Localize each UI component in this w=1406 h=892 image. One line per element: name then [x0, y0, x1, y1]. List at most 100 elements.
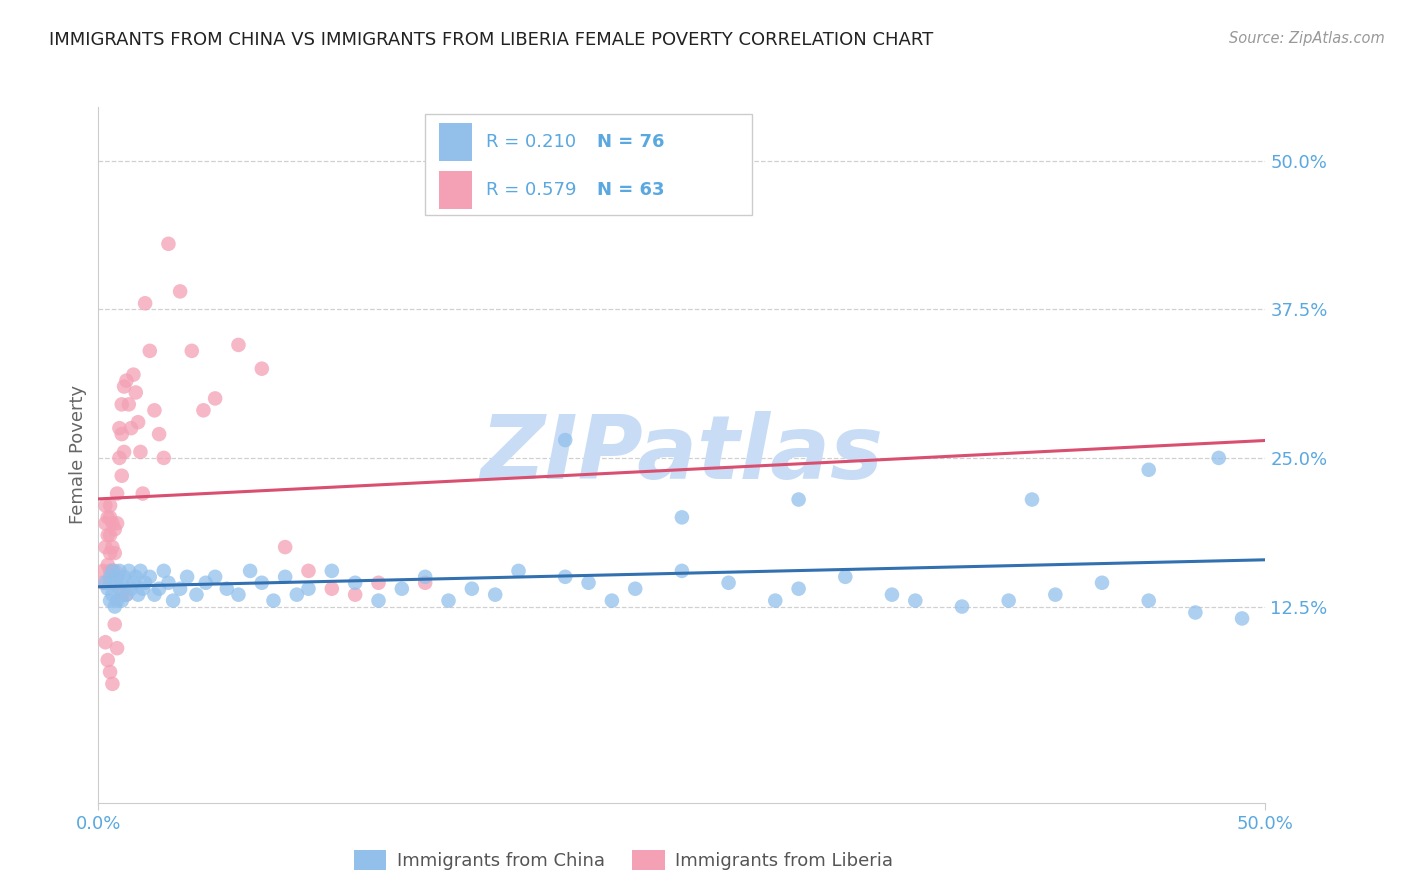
Point [169, 285, 191, 299]
Point [104, 617, 127, 632]
Point [112, 570, 135, 584]
Point [120, 421, 142, 435]
Point [104, 575, 127, 590]
Point [169, 582, 191, 596]
Point [97, 582, 120, 596]
Point [115, 374, 138, 388]
Point [285, 588, 308, 602]
Point [108, 421, 131, 435]
Point [115, 588, 138, 602]
Point [111, 427, 134, 442]
Point [484, 588, 506, 602]
Point [97, 510, 120, 524]
Point [104, 599, 127, 614]
Point [834, 570, 856, 584]
Point [108, 564, 131, 578]
Point [193, 403, 215, 417]
Text: N = 63: N = 63 [596, 181, 664, 199]
Point [461, 582, 484, 596]
Point [111, 588, 134, 602]
Point [98, 575, 121, 590]
Point [94, 540, 117, 554]
Text: R = 0.210: R = 0.210 [486, 133, 576, 152]
Text: R = 0.579: R = 0.579 [486, 181, 576, 199]
Point [344, 588, 367, 602]
Point [297, 564, 319, 578]
Text: Source: ZipAtlas.com: Source: ZipAtlas.com [1229, 31, 1385, 46]
FancyBboxPatch shape [425, 114, 752, 215]
Point [180, 343, 202, 358]
Point [94, 575, 117, 590]
Point [215, 582, 238, 596]
Point [122, 575, 145, 590]
Point [111, 593, 134, 607]
Point [1137, 463, 1160, 477]
Point [94, 516, 117, 531]
Point [101, 516, 124, 531]
Point [391, 582, 413, 596]
Point [997, 593, 1019, 607]
Point [94, 499, 117, 513]
Point [98, 528, 121, 542]
Point [367, 593, 389, 607]
Point [143, 403, 166, 417]
Text: ZIPatlas: ZIPatlas [481, 411, 883, 499]
Point [1091, 575, 1114, 590]
Point [228, 338, 250, 352]
Point [367, 575, 389, 590]
Point [98, 593, 121, 607]
Point [578, 575, 600, 590]
Point [125, 385, 148, 400]
Point [122, 368, 145, 382]
Point [600, 593, 623, 607]
Point [104, 564, 127, 578]
Point [105, 486, 128, 500]
Point [129, 564, 152, 578]
Point [112, 445, 135, 459]
Point [148, 427, 170, 442]
Point [904, 593, 927, 607]
Point [134, 296, 156, 310]
Point [118, 564, 141, 578]
Point [413, 570, 436, 584]
Point [139, 343, 162, 358]
Point [105, 570, 128, 584]
Point [1184, 606, 1206, 620]
Point [1230, 611, 1253, 625]
Point [104, 522, 127, 536]
Point [671, 564, 693, 578]
Point [321, 582, 343, 596]
Point [98, 510, 121, 524]
Point [1137, 593, 1160, 607]
Text: IMMIGRANTS FROM CHINA VS IMMIGRANTS FROM LIBERIA FEMALE POVERTY CORRELATION CHAR: IMMIGRANTS FROM CHINA VS IMMIGRANTS FROM… [49, 31, 934, 49]
Point [118, 397, 141, 411]
Point [132, 582, 155, 596]
Point [321, 564, 343, 578]
Point [717, 575, 740, 590]
Point [239, 564, 262, 578]
Point [111, 397, 134, 411]
Point [127, 588, 149, 602]
Point [105, 593, 128, 607]
Point [204, 392, 226, 406]
Point [157, 236, 180, 251]
Point [274, 540, 297, 554]
Point [91, 575, 114, 590]
Point [101, 564, 124, 578]
Point [508, 564, 530, 578]
Point [129, 445, 152, 459]
Point [139, 570, 162, 584]
Point [104, 546, 127, 560]
Point [98, 665, 121, 679]
Point [950, 599, 973, 614]
Point [111, 468, 134, 483]
Point [98, 546, 121, 560]
Legend: Immigrants from China, Immigrants from Liberia: Immigrants from China, Immigrants from L… [346, 843, 901, 877]
Point [297, 582, 319, 596]
Point [108, 582, 131, 596]
Point [624, 582, 647, 596]
Point [204, 570, 226, 584]
Point [112, 379, 135, 393]
Point [132, 486, 155, 500]
Point [98, 499, 121, 513]
